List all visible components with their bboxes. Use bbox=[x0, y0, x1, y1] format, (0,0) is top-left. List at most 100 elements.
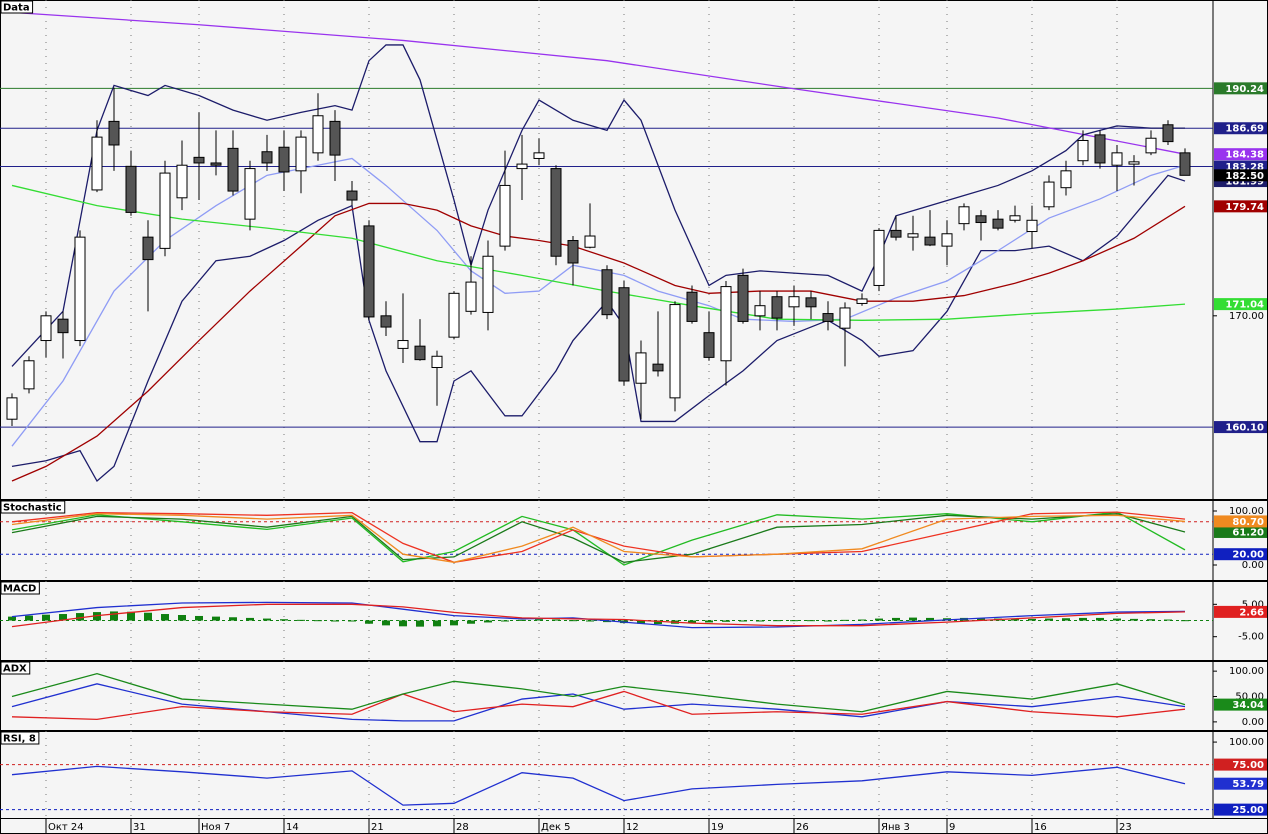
indicator-line bbox=[11, 174, 1186, 483]
y-tick-label: 0.00 bbox=[1242, 560, 1264, 571]
candle-body bbox=[108, 120, 120, 146]
candle-body bbox=[873, 229, 885, 286]
candle-body bbox=[1111, 152, 1123, 166]
candle-body bbox=[635, 352, 647, 384]
x-tick-label: Ноя 7 bbox=[201, 822, 230, 833]
histogram-bar bbox=[688, 620, 696, 624]
histogram-bar bbox=[892, 617, 900, 621]
histogram-bar bbox=[8, 616, 16, 621]
candle-body bbox=[414, 345, 426, 361]
indicator-line bbox=[11, 690, 1186, 720]
x-tick-label: 31 bbox=[133, 822, 146, 833]
candle-body bbox=[584, 235, 596, 248]
histogram-bar bbox=[1181, 620, 1189, 622]
candle-body bbox=[295, 136, 307, 172]
histogram-bar bbox=[42, 614, 50, 621]
candle-body bbox=[261, 151, 273, 164]
candle-body bbox=[805, 297, 817, 308]
histogram-bar bbox=[1079, 617, 1087, 621]
panel-title-box bbox=[0, 0, 34, 14]
value-box bbox=[1214, 803, 1267, 816]
value-box bbox=[1214, 548, 1267, 561]
histogram-bar bbox=[416, 620, 424, 627]
candle-body bbox=[499, 184, 511, 247]
value-box bbox=[1214, 82, 1267, 95]
histogram-bar bbox=[127, 611, 135, 621]
histogram-bar bbox=[790, 620, 798, 622]
candle-body bbox=[6, 397, 18, 420]
candle-body bbox=[1145, 137, 1157, 154]
histogram-bar bbox=[195, 615, 203, 621]
value-box-label: 53.79 bbox=[1232, 779, 1264, 790]
candle-body bbox=[448, 292, 460, 338]
x-tick-label: Дек 5 bbox=[541, 822, 571, 833]
histogram-bar bbox=[178, 614, 186, 621]
panel-title: ADX bbox=[3, 664, 27, 675]
candle-body bbox=[567, 240, 579, 264]
histogram-bar bbox=[1045, 618, 1053, 621]
panel-title-box bbox=[0, 500, 66, 514]
histogram-bar bbox=[399, 620, 407, 627]
y-tick-label: 5.00 bbox=[1242, 599, 1264, 610]
candle-body bbox=[23, 360, 35, 390]
y-tick-label: 100.00 bbox=[1229, 506, 1264, 517]
candle-body bbox=[703, 332, 715, 358]
indicator-line bbox=[11, 601, 1186, 629]
candle-body bbox=[924, 236, 936, 246]
histogram-bar bbox=[1130, 618, 1138, 621]
histogram-bar bbox=[331, 620, 339, 622]
histogram-bar bbox=[280, 619, 288, 621]
histogram-bar bbox=[807, 620, 815, 622]
histogram-bar bbox=[484, 620, 492, 623]
panel-title: Data bbox=[3, 3, 30, 14]
candle-body bbox=[210, 162, 222, 166]
candle-body bbox=[40, 315, 52, 342]
value-box bbox=[1214, 758, 1267, 771]
candle-body bbox=[975, 215, 987, 224]
value-box-label: 186.69 bbox=[1225, 124, 1264, 135]
indicator-line bbox=[11, 683, 1186, 722]
candle-body bbox=[1026, 219, 1038, 233]
candle-body bbox=[907, 233, 919, 238]
candle-body bbox=[686, 291, 698, 322]
x-tick-label: 21 bbox=[371, 822, 384, 833]
candle-body bbox=[465, 281, 477, 312]
histogram-bar bbox=[348, 620, 356, 622]
indicator-line bbox=[11, 11, 1186, 155]
value-box-label: 179.74 bbox=[1225, 202, 1264, 213]
candle-body bbox=[312, 115, 324, 154]
candle-body bbox=[516, 163, 528, 170]
candle-body bbox=[788, 296, 800, 308]
x-tick-label: 12 bbox=[626, 822, 639, 833]
histogram-bar bbox=[212, 616, 220, 621]
candle-body bbox=[1043, 181, 1055, 208]
value-box-label: 171.04 bbox=[1225, 300, 1264, 311]
histogram-bar bbox=[297, 619, 305, 621]
candle-body bbox=[380, 315, 392, 328]
indicator-line bbox=[11, 513, 1186, 563]
panel-title-box bbox=[0, 581, 40, 595]
candle-body bbox=[890, 229, 902, 238]
value-box-label: 184.38 bbox=[1225, 150, 1264, 161]
value-box-label: 61.20 bbox=[1232, 527, 1264, 538]
panel bbox=[0, 0, 1268, 500]
value-box-label: 80.70 bbox=[1232, 517, 1264, 528]
indicator-line bbox=[11, 765, 1186, 806]
candle-body bbox=[618, 287, 630, 382]
value-box-label: 190.24 bbox=[1225, 84, 1264, 95]
candle-body bbox=[431, 355, 443, 369]
candle-body bbox=[958, 206, 970, 225]
histogram-bar bbox=[76, 613, 84, 621]
value-box bbox=[1214, 148, 1267, 161]
x-tick-label: 28 bbox=[456, 822, 469, 833]
candle-body bbox=[1162, 124, 1174, 143]
y-tick-label: 50.00 bbox=[1235, 692, 1264, 703]
candle-body bbox=[1060, 170, 1072, 189]
histogram-bar bbox=[144, 612, 152, 621]
value-box-label: 183.28 bbox=[1225, 162, 1264, 173]
candle-body bbox=[771, 296, 783, 319]
x-tick-label: 14 bbox=[286, 822, 299, 833]
histogram-bar bbox=[1028, 618, 1036, 621]
histogram-bar bbox=[110, 611, 118, 621]
histogram-bar bbox=[569, 620, 577, 622]
